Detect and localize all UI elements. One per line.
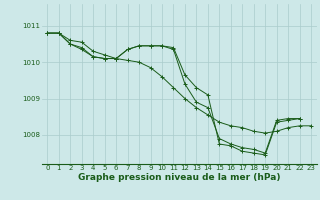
- X-axis label: Graphe pression niveau de la mer (hPa): Graphe pression niveau de la mer (hPa): [78, 173, 280, 182]
